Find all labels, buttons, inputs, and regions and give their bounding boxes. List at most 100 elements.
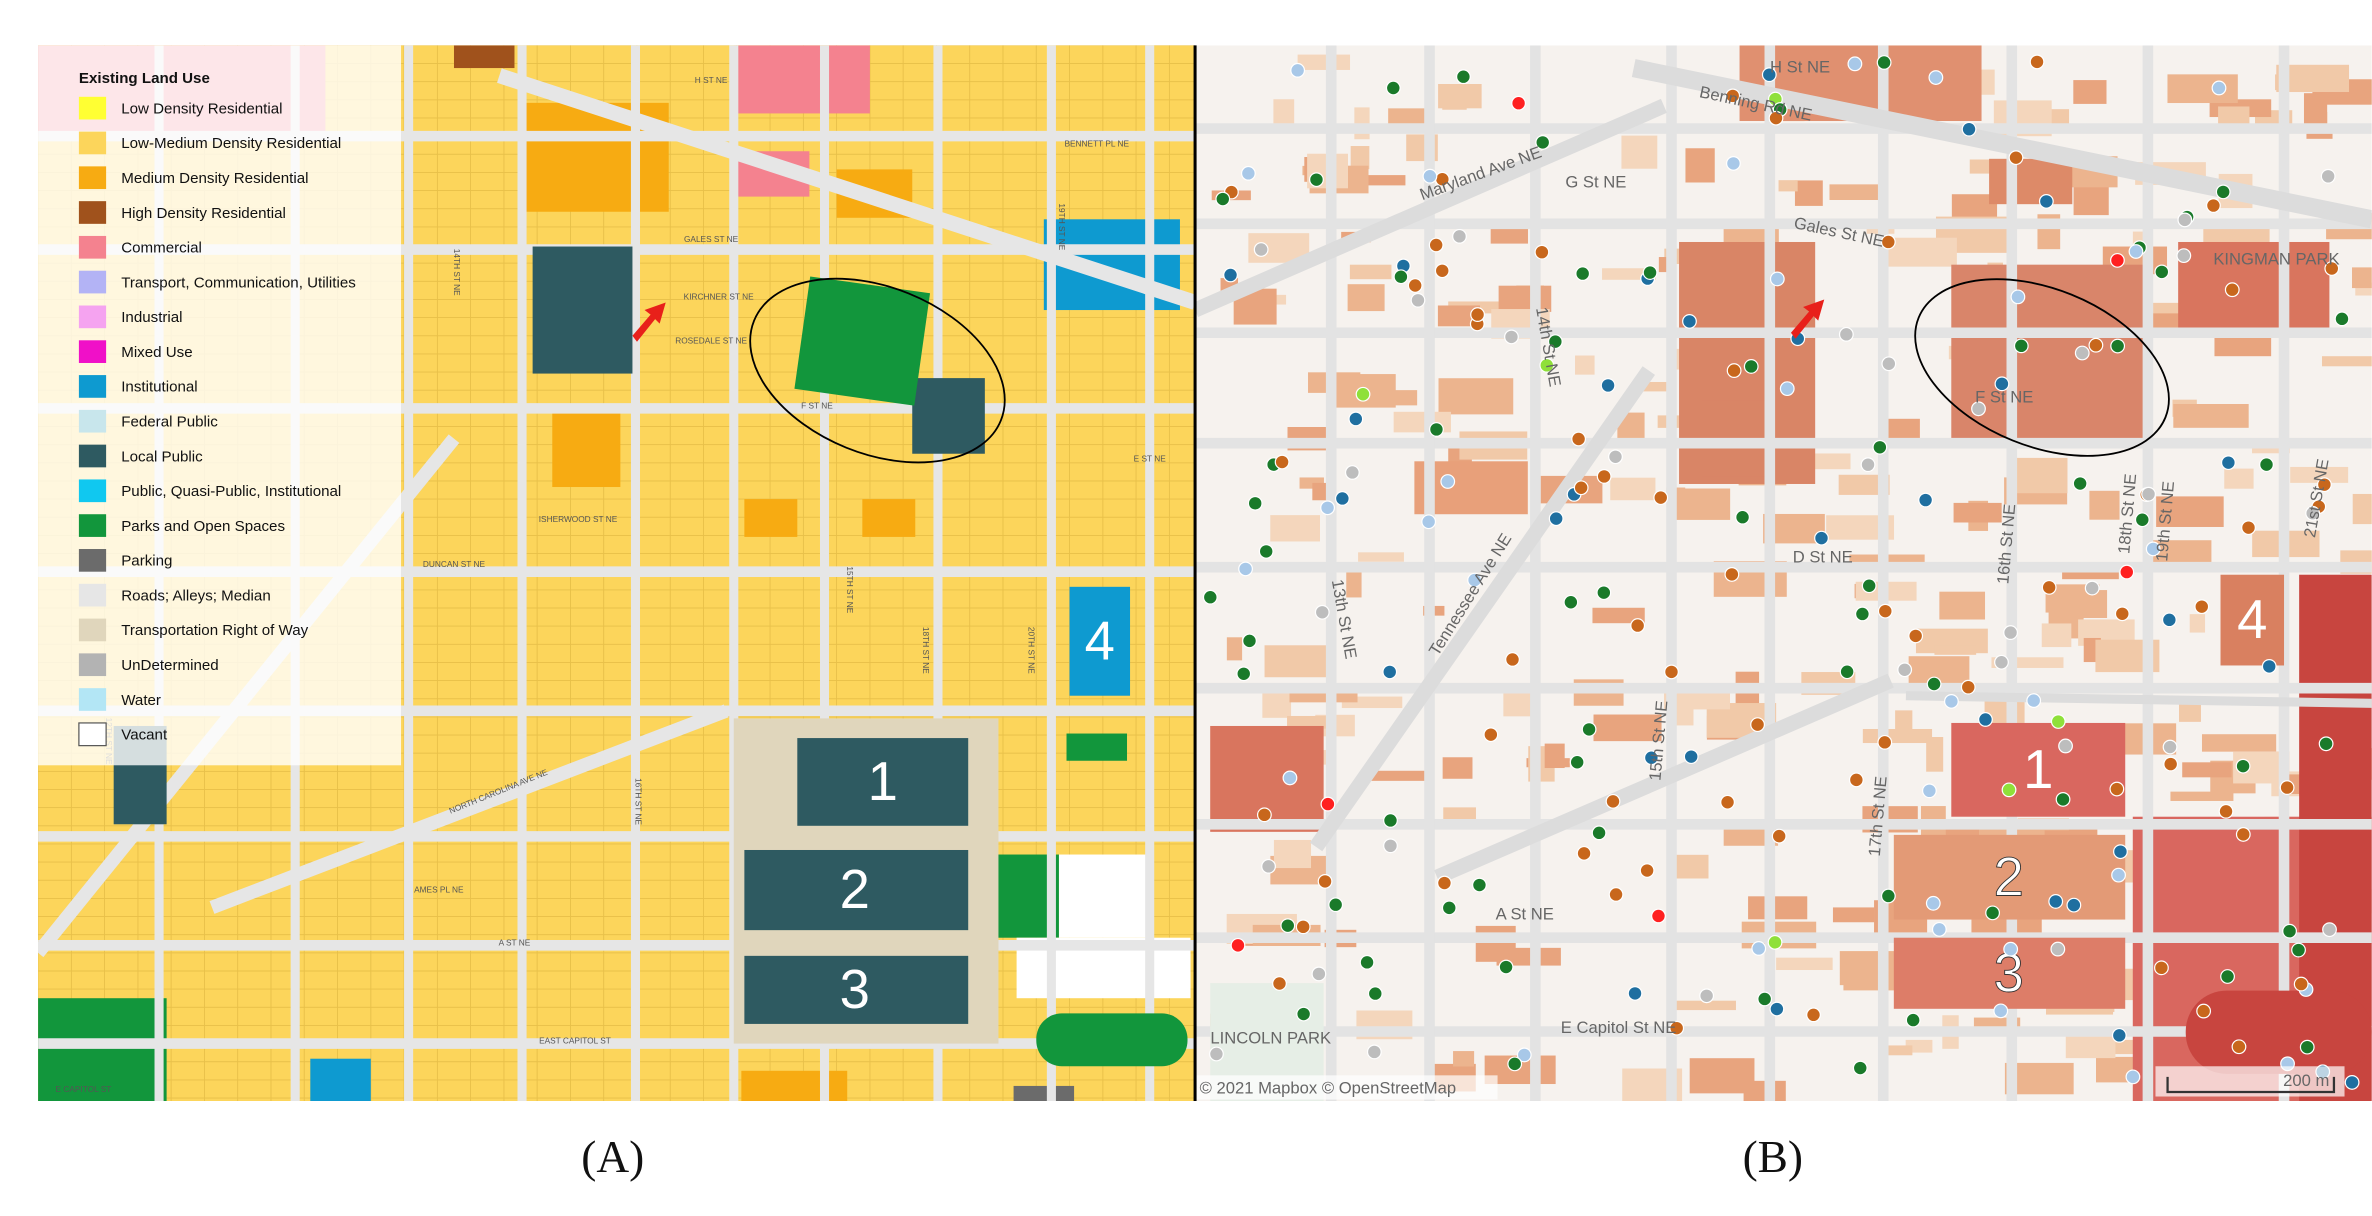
point — [1743, 359, 1759, 374]
point — [1880, 888, 1896, 904]
street-label: H St NE — [1770, 58, 1830, 77]
legend-label: Local Public — [121, 448, 203, 465]
point — [1434, 263, 1450, 279]
point — [1750, 717, 1765, 733]
point — [1317, 874, 1333, 889]
point — [2074, 345, 2090, 361]
parcel — [1778, 180, 1798, 192]
point — [1429, 422, 1444, 437]
street-label: F ST NE — [801, 400, 833, 410]
point — [1242, 633, 1257, 649]
block-number: 4 — [1085, 610, 1115, 671]
point — [1483, 727, 1499, 743]
point — [1440, 474, 1456, 489]
parcel — [1934, 645, 1977, 655]
point — [1573, 480, 1589, 496]
point — [1971, 401, 1986, 417]
point — [2320, 168, 2336, 184]
street-label: 16TH ST NE — [633, 778, 643, 825]
point — [1385, 80, 1401, 96]
point — [2110, 252, 2125, 268]
parcel — [1437, 305, 1481, 327]
point — [1215, 191, 1231, 207]
legend-label: Vacant — [121, 727, 168, 744]
parcel — [1939, 591, 1986, 620]
point — [1548, 511, 1564, 527]
parcel — [703, 1097, 738, 1102]
point — [1905, 1012, 1921, 1028]
street-label: 19TH ST NE — [1057, 203, 1067, 250]
point — [1348, 411, 1364, 427]
point — [1683, 749, 1699, 765]
point — [2177, 212, 2193, 228]
point — [2299, 1039, 2315, 1055]
parcel — [2015, 457, 2068, 494]
legend-swatch — [78, 444, 107, 468]
point — [1978, 712, 1993, 727]
point — [2119, 564, 2135, 580]
point — [2231, 1039, 2247, 1055]
parcel — [2073, 80, 2107, 104]
legend-swatch — [78, 201, 107, 224]
point — [1320, 796, 1336, 812]
point — [1295, 919, 1311, 935]
point — [1961, 121, 1977, 137]
parcel — [1805, 453, 1851, 470]
legend-label: Roads; Alleys; Median — [121, 587, 271, 604]
block-number: 4 — [2237, 589, 2267, 650]
point — [1768, 110, 1784, 126]
parcel — [1634, 381, 1674, 392]
legend-label: Industrial — [121, 309, 182, 326]
point — [2322, 922, 2337, 938]
point — [2154, 960, 2169, 976]
parcel — [1226, 637, 1243, 661]
legend-swatch — [78, 583, 107, 607]
point — [2084, 580, 2100, 596]
legend-label: Parking — [121, 553, 172, 570]
point — [1639, 863, 1655, 878]
parcel — [1926, 737, 1944, 772]
parcel — [1689, 1058, 1755, 1094]
point — [1643, 750, 1659, 766]
point — [1651, 908, 1666, 924]
point — [1877, 603, 1893, 619]
parcel — [2214, 335, 2272, 357]
point — [1725, 88, 1741, 104]
point — [1854, 606, 1870, 622]
point — [1571, 431, 1587, 447]
point — [1534, 244, 1550, 260]
point — [1467, 572, 1483, 588]
parcel — [1273, 99, 1295, 126]
point — [2058, 738, 2073, 754]
point — [1627, 986, 1643, 1001]
parcel — [403, 1097, 438, 1102]
parcel — [1671, 854, 1709, 879]
legend-swatch — [78, 340, 107, 363]
point — [1240, 165, 1256, 181]
point — [1591, 825, 1607, 841]
parcel — [270, 1097, 305, 1102]
parcel — [1888, 237, 1957, 267]
legend-swatch — [78, 549, 107, 572]
point — [1258, 543, 1274, 559]
street-label: A ST NE — [499, 937, 531, 947]
point — [2218, 803, 2234, 819]
point — [2003, 625, 2018, 640]
legend-label: Low-Medium Density Residential — [121, 135, 341, 152]
parcel — [1349, 264, 1392, 280]
parcel — [2041, 623, 2072, 648]
parcel-color — [1951, 264, 2148, 447]
parcel — [204, 1097, 239, 1102]
point — [1238, 561, 1253, 577]
point — [1472, 877, 1487, 893]
point — [1355, 386, 1371, 402]
point — [1576, 845, 1592, 861]
parcel — [2352, 267, 2372, 289]
block-number: 2 — [840, 859, 870, 920]
parcel-color — [744, 499, 798, 537]
point — [1769, 271, 1785, 287]
parcel — [237, 1097, 272, 1102]
point — [2211, 80, 2227, 96]
